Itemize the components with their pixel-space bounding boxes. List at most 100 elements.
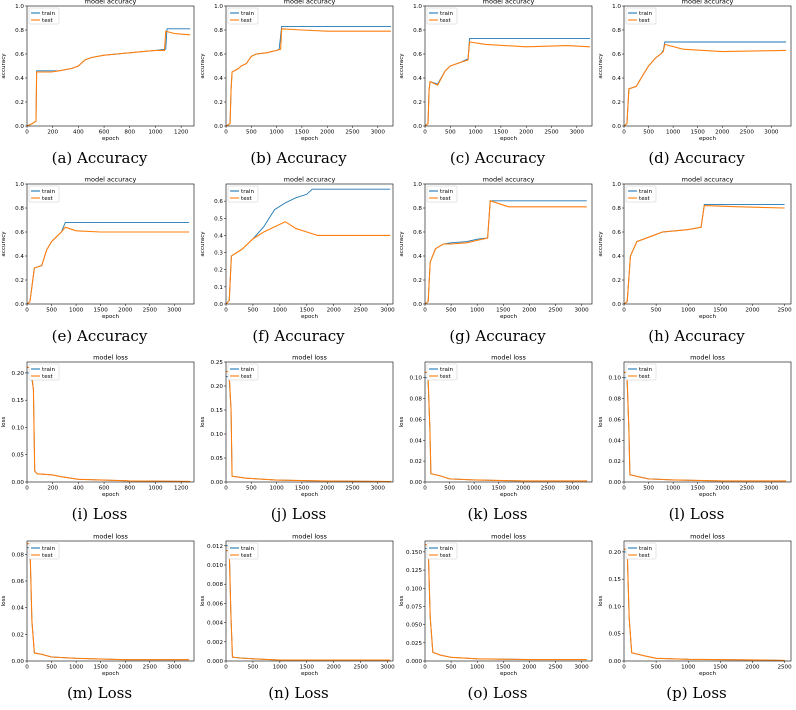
series-line-train <box>623 203 785 305</box>
panel-caption: (b) Accuracy <box>250 149 347 167</box>
legend-label-test: test <box>241 374 253 380</box>
y-tick-label: 0.04 <box>12 606 25 612</box>
y-tick-label: 0.6 <box>15 230 24 236</box>
x-axis-label: epoch <box>102 492 119 498</box>
series-line-test <box>26 226 190 305</box>
panel-caption: (k) Loss <box>467 505 528 523</box>
legend-label-train: train <box>42 546 55 552</box>
y-tick-label: 0.8 <box>413 206 422 212</box>
y-tick-label: 0.4 <box>15 254 24 260</box>
x-axis-label: epoch <box>500 492 517 498</box>
y-tick-label: 0.050 <box>406 623 422 629</box>
plot-frame <box>623 361 792 483</box>
x-axis-label: epoch <box>699 671 716 677</box>
x-tick-label: 500 <box>444 486 455 492</box>
x-tick-label: 1500 <box>295 130 310 136</box>
x-axis-label: epoch <box>500 314 517 320</box>
chart-title: model loss <box>292 354 327 362</box>
panel-caption: (m) Loss <box>66 684 133 702</box>
chart-title: model loss <box>491 533 526 541</box>
legend-label-train: train <box>42 189 55 195</box>
x-tick-label: 1000 <box>467 486 482 492</box>
chart-svg: model loss 0 500 1000 1500 2000 2500 3000 0.000 0… <box>200 533 395 678</box>
x-tick-label: 1000 <box>148 486 163 492</box>
panel-e: model accuracy 0 500 1000 1500 2000 2500 3000 0.… <box>0 176 199 351</box>
y-tick-label: 0.150 <box>406 550 422 556</box>
series-line-train <box>424 37 590 127</box>
legend-label-train: train <box>241 11 254 17</box>
panel-caption: (j) Loss <box>270 505 327 523</box>
y-tick-label: 0.6 <box>413 230 422 236</box>
x-tick-label: 2000 <box>715 130 730 136</box>
panel-caption: (p) Loss <box>666 684 727 702</box>
x-tick-label: 2000 <box>118 665 133 671</box>
y-tick-label: 0.0 <box>15 302 24 308</box>
y-tick-label: 0.0 <box>214 302 223 308</box>
y-axis-label: loss <box>399 417 405 428</box>
y-tick-label: 0.8 <box>413 28 422 34</box>
x-tick-label: 2500 <box>354 308 369 314</box>
y-tick-label: 0.8 <box>214 28 223 34</box>
series-line-test <box>27 366 191 482</box>
legend-label-test: test <box>440 553 452 559</box>
x-tick-label: 200 <box>47 486 58 492</box>
y-tick-label: 0.008 <box>207 582 223 588</box>
x-tick-label: 1000 <box>681 665 696 671</box>
y-tick-label: 0.8 <box>612 206 621 212</box>
legend-label-test: test <box>42 374 54 380</box>
y-tick-label: 0.02 <box>609 459 621 465</box>
y-tick-label: 0.08 <box>410 397 423 403</box>
x-tick-label: 0 <box>423 665 427 671</box>
plot-frame <box>26 540 195 662</box>
series-line-train <box>226 375 391 482</box>
y-axis-label: loss <box>399 596 405 607</box>
y-axis-label: loss <box>1 417 7 428</box>
legend-label-train: train <box>440 189 453 195</box>
x-tick-label: 2500 <box>548 308 563 314</box>
x-tick-label: 2500 <box>777 308 792 314</box>
y-tick-label: 0.05 <box>12 453 25 459</box>
y-axis-label: loss <box>1 596 7 607</box>
y-tick-label: 0.02 <box>410 459 422 465</box>
x-tick-label: 500 <box>248 665 259 671</box>
x-tick-label: 1500 <box>713 665 728 671</box>
x-axis-label: epoch <box>102 136 119 142</box>
chart-svg: model loss 0 200 400 600 800 1000 1200 0.00 0.05 0… <box>1 354 195 498</box>
chart-svg: model loss 0 500 1000 1500 2000 2500 3000 0.00 0.… <box>1 533 195 677</box>
y-tick-label: 0.3 <box>214 251 223 257</box>
series-line-train <box>225 188 391 305</box>
legend-label-test: test <box>440 374 452 380</box>
x-tick-label: 0 <box>25 308 29 314</box>
chart-svg: model accuracy 0 500 1000 1500 2000 2500 0.0 0.2… <box>598 176 792 321</box>
legend-label-test: test <box>241 196 253 202</box>
y-tick-label: 0.0 <box>612 302 621 308</box>
y-tick-label: 1.0 <box>413 4 422 10</box>
x-tick-label: 0 <box>25 665 29 671</box>
x-tick-label: 0 <box>423 308 427 314</box>
y-tick-label: 0.20 <box>12 371 25 377</box>
y-tick-label: 0.8 <box>15 206 24 212</box>
x-axis-label: epoch <box>699 136 716 142</box>
chart-svg: model loss 0 500 1000 1500 2000 2500 0.00 0.05 0.… <box>598 533 792 678</box>
x-tick-label: 1000 <box>69 308 84 314</box>
legend-label-test: test <box>241 553 253 559</box>
series-line-test <box>424 200 587 305</box>
y-tick-label: 1.0 <box>612 4 621 10</box>
y-tick-label: 0.0 <box>612 124 621 130</box>
x-tick-label: 1500 <box>496 308 511 314</box>
y-tick-label: 1.0 <box>15 182 24 188</box>
y-axis-label: accuracy <box>200 53 206 79</box>
x-axis-label: epoch <box>102 671 119 677</box>
chart-svg: model loss 0 500 1000 1500 2000 2500 3000 0.000 0… <box>399 533 593 677</box>
x-tick-label: 2000 <box>745 665 760 671</box>
series-line-test <box>623 43 787 127</box>
x-axis-label: epoch <box>301 136 318 142</box>
y-tick-label: 0.6 <box>413 52 422 58</box>
y-tick-label: 0.02 <box>12 632 24 638</box>
y-axis-label: loss <box>200 417 206 428</box>
x-tick-label: 1000 <box>681 308 696 314</box>
y-tick-label: 0.2 <box>15 278 24 284</box>
y-tick-label: 0.2 <box>15 100 24 106</box>
